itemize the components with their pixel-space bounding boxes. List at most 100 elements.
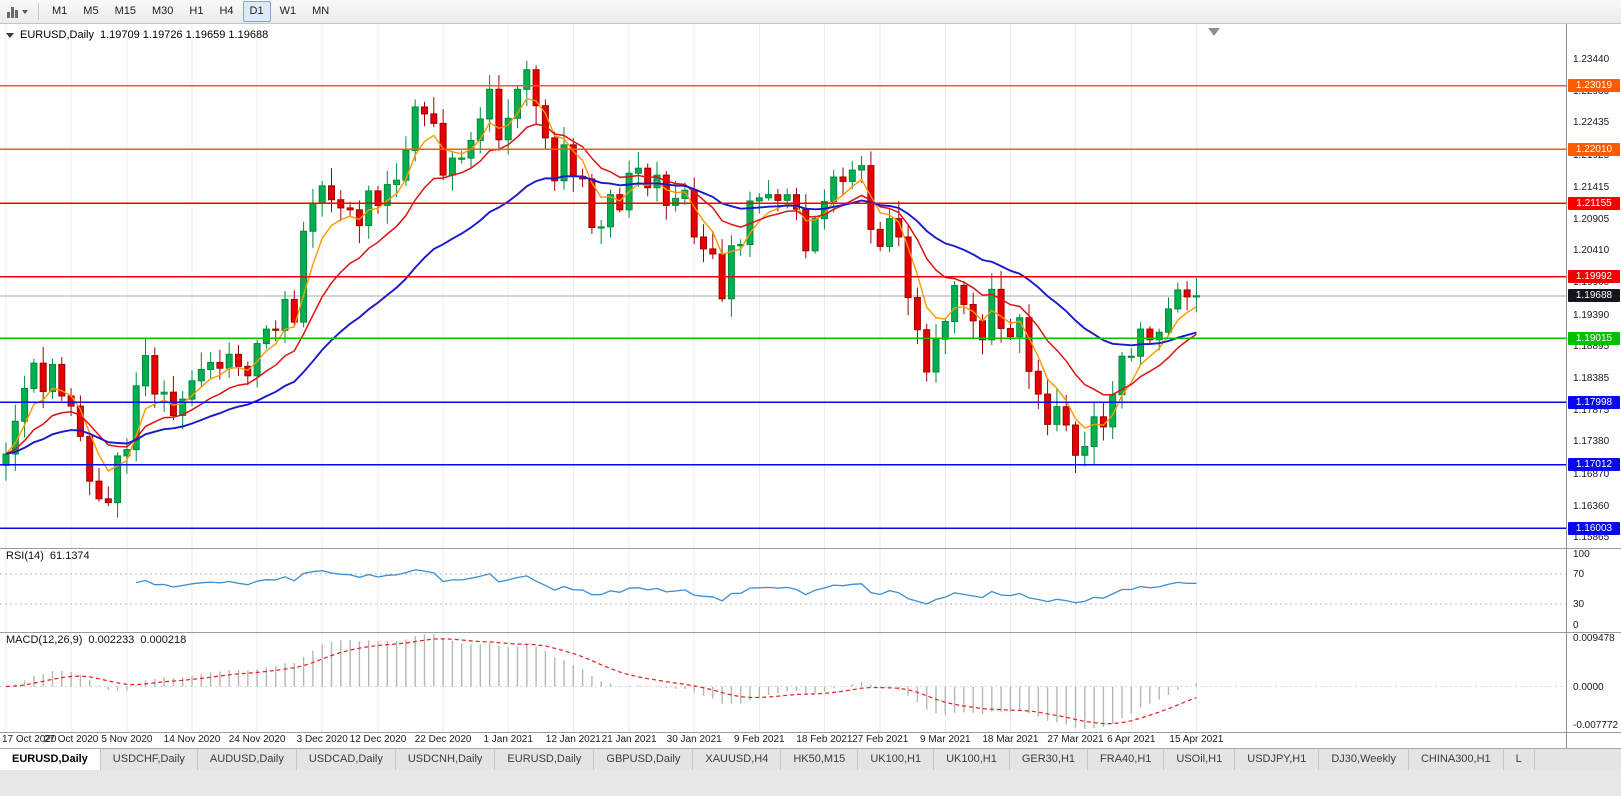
level-price-badge: 1.21155 [1568,196,1620,210]
bid-price-badge: 1.19688 [1568,289,1620,303]
macd-panel[interactable]: MACD(12,26,9) 0.002233 0.000218 0.009478… [0,632,1621,732]
macd-tick: -0.007772 [1573,720,1619,731]
level-price-badge: 1.17012 [1568,458,1620,472]
rsi-tick: 100 [1573,549,1590,560]
time-axis-label: 27 Oct 2020 [43,734,99,745]
rsi-line [136,569,1197,605]
chart-ohlc-quotes: 1.19709 1.19726 1.19659 1.19688 [99,29,269,41]
timeframe-toolbar: M1 M5 M15 M30 H1 H4 D1 W1 MN [0,0,1621,24]
chart-tab-4[interactable]: USDCNH,Daily [396,749,496,770]
macd-axis[interactable]: 0.009478 0.0000 -0.007772 [1566,632,1621,732]
chart-tab-16[interactable]: CHINA300,H1 [1409,749,1504,770]
time-axis-label: 30 Jan 2021 [666,734,722,745]
panel-separator [0,632,1621,633]
chart-tab-8[interactable]: HK50,M15 [781,749,859,770]
timeframe-button-m30[interactable]: M30 [151,5,174,17]
time-axis-label: 17 Oct 2020 [2,734,57,745]
time-axis-label: 27 Feb 2021 [852,734,909,745]
rsi-value: 61.1374 [49,550,90,562]
status-bar [0,770,1621,796]
level-price-badge: 1.22010 [1568,142,1620,156]
time-axis-label: 5 Nov 2020 [101,734,153,745]
chart-tab-3[interactable]: USDCAD,Daily [297,749,396,770]
rsi-indicator-label: RSI(14) 61.1374 [6,550,90,562]
price-tick: 1.20905 [1573,213,1610,225]
chart-type-dropdown-caret-icon[interactable] [22,9,28,14]
price-tick: 1.17380 [1573,436,1610,448]
time-axis-label: 6 Apr 2021 [1107,734,1156,745]
chart-shift-marker[interactable] [1208,28,1220,36]
price-chart-panel[interactable]: EURUSD,Daily 1.19709 1.19726 1.19659 1.1… [0,24,1621,548]
ma-fast-line [5,97,1197,472]
price-tick: 1.18895 [1573,340,1610,352]
time-axis-label: 22 Dec 2020 [414,734,472,745]
timeframe-button-m15[interactable]: M15 [114,5,136,17]
time-axis-label: 18 Mar 2021 [982,734,1039,745]
price-axis[interactable]: 1.234401.229301.224351.219251.214151.209… [1566,24,1621,548]
timeframe-button-m5[interactable]: M5 [83,5,99,17]
time-axis-label: 15 Apr 2021 [1169,734,1224,745]
chart-tab-2[interactable]: AUDUSD,Daily [198,749,297,770]
chart-tab-13[interactable]: USOil,H1 [1164,749,1236,770]
macd-canvas[interactable] [0,632,1566,732]
price-tick: 1.17875 [1573,405,1610,417]
timeframe-button-w1[interactable]: W1 [279,5,297,17]
time-axis-label: 27 Mar 2021 [1047,734,1104,745]
level-price-badge: 1.19015 [1568,331,1620,345]
chart-tab-12[interactable]: FRA40,H1 [1088,749,1165,770]
chart-tab-0[interactable]: EURUSD,Daily [0,749,101,770]
timeframe-button-h1[interactable]: H1 [189,5,204,17]
chart-tab-15[interactable]: DJ30,Weekly [1319,749,1409,770]
candles-layer [2,60,1200,518]
price-chart-canvas[interactable] [0,24,1566,548]
price-tick: 1.23440 [1573,54,1610,65]
ma-slow-line [5,175,1197,455]
chart-tab-17[interactable]: L [1504,749,1535,770]
time-axis-label: 1 Jan 2021 [483,734,533,745]
chart-type-icon[interactable] [7,6,18,18]
macd-tick: 0.0000 [1573,681,1604,693]
chart-tab-14[interactable]: USDJPY,H1 [1235,749,1320,770]
chart-tab-5[interactable]: EURUSD,Daily [495,749,595,770]
chart-tab-6[interactable]: GBPUSD,Daily [594,749,694,770]
rsi-tick: 70 [1573,569,1585,581]
rsi-canvas[interactable] [0,548,1566,632]
time-axis-label: 3 Dec 2020 [296,734,348,745]
price-tick: 1.21415 [1573,181,1610,193]
chart-tab-1[interactable]: USDCHF,Daily [101,749,198,770]
chart-tab-7[interactable]: XAUUSD,H4 [693,749,782,770]
macd-indicator-label: MACD(12,26,9) 0.002233 0.000218 [6,634,186,646]
time-axis-label: 9 Mar 2021 [920,734,971,745]
time-axis-label: 21 Jan 2021 [601,734,657,745]
timeframe-button-m1[interactable]: M1 [52,5,68,17]
time-axis[interactable]: 17 Oct 2020 27 Oct 2020 5 Nov 2020 14 Nov 2… [0,732,1621,748]
macd-signal-value: 0.000218 [140,634,187,646]
timeframe-button-d1[interactable]: D1 [242,1,271,22]
macd-value: 0.002233 [88,634,135,646]
level-price-badge: 1.23019 [1568,79,1620,93]
chart-tab-10[interactable]: UK100,H1 [934,749,1010,770]
chart-tab-11[interactable]: GER30,H1 [1010,749,1089,770]
chart-tab-9[interactable]: UK100,H1 [858,749,935,770]
time-axis-label: 12 Jan 2021 [545,734,601,745]
rsi-axis[interactable]: 100 70 30 0 [1566,548,1621,632]
panel-separator [0,548,1621,549]
price-tick: 1.16870 [1573,468,1610,480]
time-axis-label: 18 Feb 2021 [796,734,853,745]
axis-divider [1566,24,1567,748]
timeframe-buttons: M1 M5 M15 M30 H1 H4 D1 W1 MN [44,1,337,22]
price-tick: 1.18385 [1573,372,1610,384]
toolbar-separator [38,3,39,20]
price-tick: 1.19390 [1573,309,1610,321]
time-axis-label: 9 Feb 2021 [733,734,785,745]
time-axis-label: 24 Nov 2020 [228,734,286,745]
rsi-panel[interactable]: RSI(14) 61.1374 100 70 30 0 [0,548,1621,632]
timeframe-button-mn[interactable]: MN [312,5,330,17]
chart-tabs-bar: EURUSD,Daily USDCHF,Daily AUDUSD,Daily USDC… [0,748,1621,770]
price-tick: 1.20410 [1573,245,1610,257]
level-price-badge: 1.16003 [1568,521,1620,535]
macd-histogram [14,634,1198,730]
macd-name: MACD(12,26,9) [6,634,83,646]
timeframe-button-h4[interactable]: H4 [219,5,234,17]
